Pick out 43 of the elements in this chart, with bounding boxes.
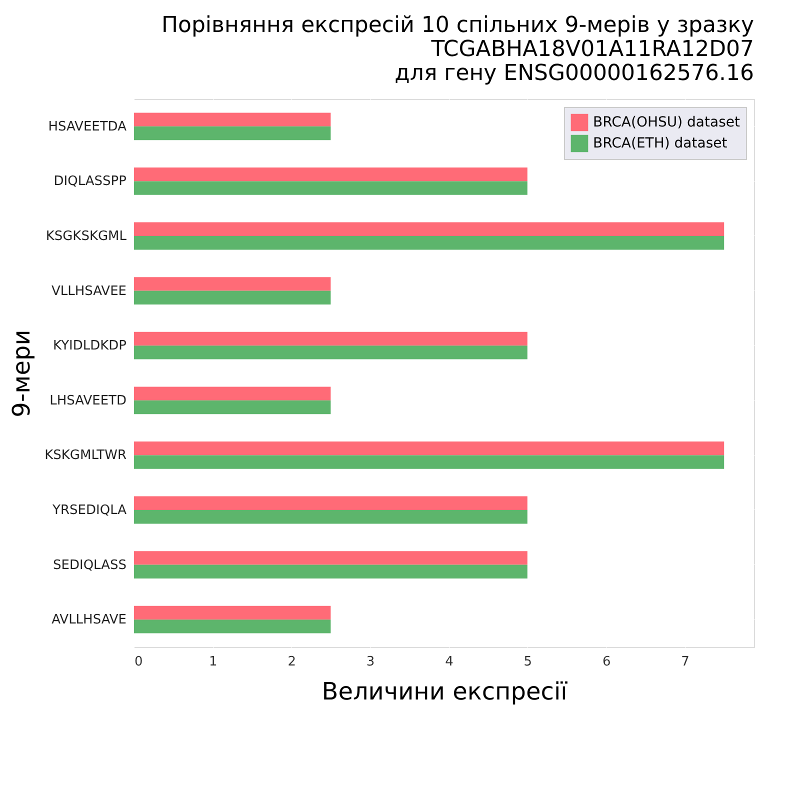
bar xyxy=(134,455,724,469)
bar xyxy=(134,510,528,524)
y-axis-title: 9-мери xyxy=(8,330,36,418)
legend-label: BRCA(ETH) dataset xyxy=(593,136,728,152)
y-tick-label: KSKGMLTWR xyxy=(44,448,126,464)
bar xyxy=(134,564,528,578)
x-tick-label: 0 xyxy=(134,654,143,670)
x-tick-label: 7 xyxy=(681,654,690,670)
bar xyxy=(134,346,528,360)
bar xyxy=(134,236,724,250)
x-tick-label: 6 xyxy=(602,654,611,670)
legend-label: BRCA(OHSU) dataset xyxy=(593,114,740,130)
bar xyxy=(134,126,331,140)
y-tick-label: YRSEDIQLA xyxy=(52,503,127,518)
bar xyxy=(134,606,331,620)
y-tick-label: KSGKSKGML xyxy=(46,229,128,244)
bar xyxy=(134,386,331,400)
x-tick-label: 5 xyxy=(524,654,532,670)
bar xyxy=(134,181,528,195)
x-axis-title: Величини експресії xyxy=(322,678,568,706)
x-tick-label: 1 xyxy=(209,654,218,670)
y-tick-label: SEDIQLASS xyxy=(53,558,126,573)
chart-title: Порівняння експресій 10 спільних 9-мерів у зразку TCGABHA18V01A11RA12D07 для гену ENSG00000162576.16 xyxy=(161,13,754,86)
bar xyxy=(134,222,724,236)
y-tick-label: HSAVEETDA xyxy=(48,119,127,134)
x-tick-label: 3 xyxy=(366,654,375,670)
bar xyxy=(134,551,528,565)
bar xyxy=(134,168,528,182)
bar xyxy=(134,442,724,456)
x-tick-label: 2 xyxy=(288,654,296,670)
bar xyxy=(134,277,331,291)
y-tick-label: AVLLHSAVE xyxy=(52,612,126,628)
bar xyxy=(134,400,331,414)
y-tick-label: VLLHSAVEE xyxy=(51,284,126,299)
x-tick-label: 4 xyxy=(445,654,454,670)
y-tick-label: KYIDLDKDP xyxy=(53,338,127,354)
bar xyxy=(134,290,331,304)
bar xyxy=(134,496,528,510)
bar xyxy=(134,332,528,346)
bar xyxy=(134,112,331,126)
bar xyxy=(134,620,331,634)
y-tick-label: DIQLASSPP xyxy=(54,174,127,190)
y-tick-label: LHSAVEETD xyxy=(50,393,126,408)
